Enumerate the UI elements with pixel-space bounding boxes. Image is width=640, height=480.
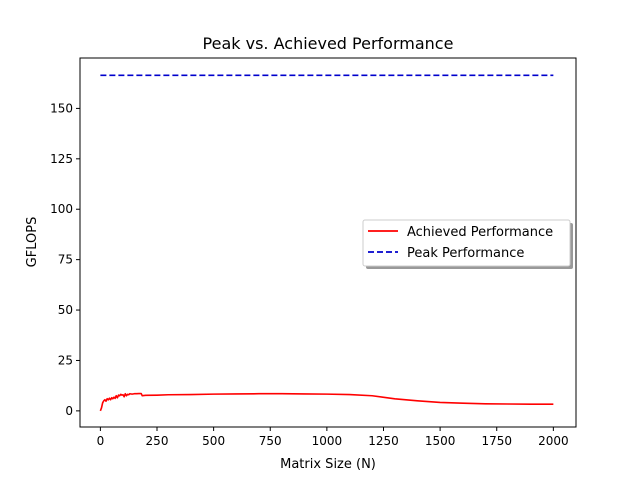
axes-frame bbox=[79, 57, 577, 428]
x-tick-label: 1250 bbox=[368, 434, 399, 448]
x-tick-label: 750 bbox=[259, 434, 282, 448]
x-axis-label: Matrix Size (N) bbox=[280, 457, 376, 472]
x-tick-label: 1500 bbox=[425, 434, 456, 448]
y-axis-label: GFLOPS bbox=[25, 217, 40, 268]
legend-label-achieved: Achieved Performance bbox=[407, 225, 553, 240]
legend-box bbox=[362, 219, 571, 267]
x-tick-label: 250 bbox=[146, 434, 169, 448]
y-axis: 0 25 50 75 100 125 150 bbox=[50, 101, 80, 418]
x-tick-label: 500 bbox=[202, 434, 225, 448]
x-axis: 0 250 500 750 1000 1250 1500 1750 2000 bbox=[97, 427, 569, 448]
chart-title: Peak vs. Achieved Performance bbox=[203, 34, 454, 53]
series-achieved-line bbox=[99, 392, 554, 412]
legend-label-peak: Peak Performance bbox=[407, 246, 524, 261]
y-tick-label: 50 bbox=[58, 303, 73, 317]
legend: Achieved Performance Peak Performance bbox=[362, 219, 573, 269]
x-tick-label: 0 bbox=[97, 434, 105, 448]
y-tick-label: 75 bbox=[58, 253, 73, 267]
y-tick-label: 150 bbox=[50, 101, 73, 115]
y-tick-label: 0 bbox=[65, 404, 73, 418]
x-tick-label: 1750 bbox=[481, 434, 512, 448]
x-tick-label: 2000 bbox=[538, 434, 569, 448]
plot-area bbox=[79, 57, 577, 428]
series-layer bbox=[99, 74, 554, 412]
y-tick-label: 125 bbox=[50, 152, 73, 166]
y-tick-label: 100 bbox=[50, 202, 73, 216]
y-tick-label: 25 bbox=[58, 353, 73, 367]
x-tick-label: 1000 bbox=[312, 434, 343, 448]
